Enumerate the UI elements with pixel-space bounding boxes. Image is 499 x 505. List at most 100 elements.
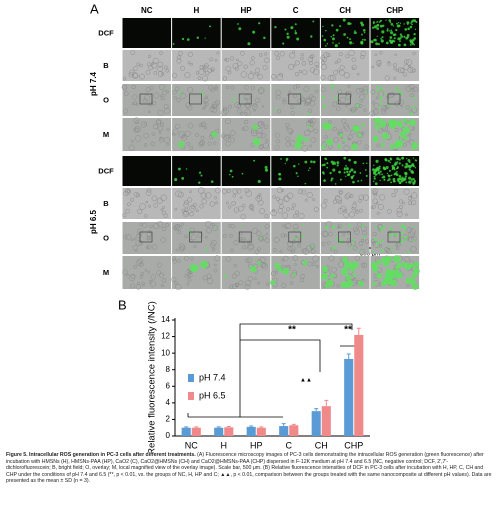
fluorescence — [310, 35, 313, 38]
error-bar — [324, 399, 329, 407]
fluorescence — [343, 167, 346, 170]
legend-label: pH 7.4 — [199, 372, 226, 382]
fluorescence — [412, 226, 415, 228]
cell-texture — [152, 57, 159, 64]
fluorescence — [380, 227, 384, 231]
cell-texture — [142, 283, 145, 287]
cell-texture — [360, 50, 367, 57]
cell-texture — [372, 232, 377, 237]
cell-texture — [251, 56, 255, 60]
fluorescence — [394, 245, 396, 247]
fluorescence — [334, 97, 338, 100]
fluorescence — [353, 30, 356, 32]
cell-texture — [301, 98, 305, 103]
cell-texture — [341, 118, 347, 124]
cell-texture — [403, 64, 410, 71]
fluorescence — [398, 24, 401, 28]
cell-texture — [226, 188, 231, 193]
fluorescence — [232, 98, 235, 102]
cell-texture — [384, 247, 389, 252]
cell-texture — [295, 83, 301, 89]
cell-texture — [321, 241, 326, 246]
fluorescence — [347, 22, 351, 26]
cell-texture — [210, 68, 214, 72]
cell-texture — [187, 277, 192, 282]
micrograph — [221, 18, 271, 48]
cell-texture — [122, 77, 127, 81]
cell-texture — [300, 56, 304, 61]
cell-texture — [175, 224, 182, 231]
fluorescence — [326, 138, 334, 146]
cell-texture — [139, 203, 146, 210]
cell-texture — [294, 60, 300, 66]
cell-texture — [235, 58, 239, 62]
cell-texture — [254, 277, 257, 280]
fluorescence — [412, 146, 416, 150]
cell-texture — [263, 124, 269, 130]
fluorescence — [331, 37, 335, 41]
fluorescence — [359, 172, 362, 174]
fluorescence — [294, 141, 302, 150]
fluorescence — [293, 164, 296, 168]
cell-texture — [259, 144, 265, 149]
fluorescence — [350, 175, 354, 179]
cell-texture — [160, 96, 165, 101]
fluorescence — [399, 131, 406, 138]
cell-texture — [134, 135, 142, 142]
cell-texture — [137, 258, 144, 265]
cell-texture — [301, 248, 306, 253]
fluorescence — [357, 133, 362, 137]
cell-texture — [238, 280, 244, 286]
fluorescence — [298, 107, 301, 110]
cell-texture — [302, 69, 308, 75]
fluorescence — [295, 172, 298, 175]
fluorescence — [338, 90, 341, 93]
fluorescence — [374, 226, 377, 229]
cell-texture — [243, 64, 248, 69]
cell-texture — [237, 108, 243, 114]
cell-texture — [237, 61, 243, 67]
fluorescence — [373, 180, 375, 183]
cell-texture — [215, 201, 219, 205]
cell-texture — [277, 198, 284, 205]
cell-texture — [144, 268, 148, 272]
fluorescence — [286, 32, 289, 36]
cell-texture — [260, 132, 267, 139]
fluorescence — [285, 157, 289, 161]
cell-texture — [305, 98, 312, 105]
cell-texture — [377, 223, 383, 229]
fluorescence — [354, 31, 357, 35]
cell-texture — [347, 237, 351, 241]
fluorescence — [406, 34, 410, 37]
micrograph — [370, 188, 420, 219]
cell-texture — [261, 105, 265, 108]
cell-texture — [279, 51, 285, 57]
fluorescence — [307, 169, 310, 172]
fluorescence — [331, 88, 334, 91]
cell-texture — [149, 224, 153, 229]
cell-texture — [203, 100, 207, 105]
cell-texture — [345, 192, 352, 199]
fluorescence — [277, 267, 283, 273]
fluorescence — [361, 224, 364, 228]
cell-texture — [159, 136, 163, 140]
fluorescence — [326, 166, 329, 169]
cell-texture — [354, 107, 358, 111]
cell-texture — [359, 208, 363, 213]
cell-texture — [130, 283, 136, 289]
fluorescence — [372, 21, 376, 24]
cell-texture — [251, 208, 254, 212]
cell-texture — [162, 210, 167, 215]
cell-texture — [310, 243, 316, 249]
fluorescence — [356, 104, 360, 108]
fluorescence — [296, 134, 304, 143]
cell-texture — [149, 85, 154, 90]
fluorescence — [414, 167, 417, 169]
cell-texture — [410, 67, 416, 73]
fluorescence — [389, 157, 392, 160]
cell-texture — [398, 99, 404, 106]
cell-texture — [338, 129, 343, 134]
cell-texture — [320, 55, 326, 61]
cell-texture — [333, 137, 339, 143]
cell-texture — [166, 90, 170, 93]
